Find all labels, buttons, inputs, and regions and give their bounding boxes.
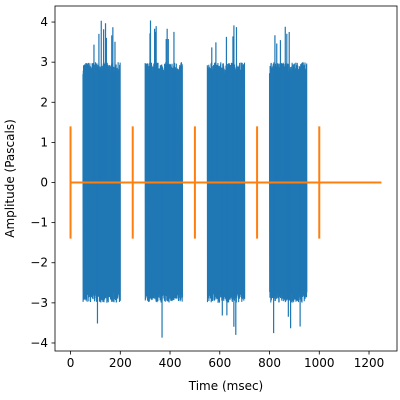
y-tick-label: 1: [40, 135, 48, 149]
y-axis-label: Amplitude (Pascals): [3, 119, 17, 238]
y-tick-label: −4: [30, 336, 48, 350]
x-tick-label: 0: [67, 356, 75, 370]
y-tick-label: 4: [40, 15, 48, 29]
x-tick-label: 200: [109, 356, 132, 370]
y-tick-label: 2: [40, 95, 48, 109]
y-tick-label: −2: [30, 256, 48, 270]
y-tick-label: −3: [30, 296, 48, 310]
x-tick-label: 1200: [354, 356, 385, 370]
burst-2: [144, 62, 184, 303]
x-tick-label: 400: [159, 356, 182, 370]
y-tick-label: −1: [30, 216, 48, 230]
burst-1: [82, 62, 121, 303]
x-axis: 0 200 400 600 800 1000 1200: [67, 351, 385, 370]
plot-frame: [54, 5, 398, 352]
x-tick-label: 600: [208, 356, 231, 370]
y-axis: −4 −3 −2 −1 0 1 2 3 4: [30, 15, 55, 350]
x-axis-label: Time (msec): [188, 379, 263, 393]
x-tick-label: 1000: [304, 356, 335, 370]
x-tick-label: 800: [258, 356, 281, 370]
y-tick-label: 0: [40, 176, 48, 190]
y-tick-label: 3: [40, 55, 48, 69]
plot-area: [69, 20, 382, 338]
